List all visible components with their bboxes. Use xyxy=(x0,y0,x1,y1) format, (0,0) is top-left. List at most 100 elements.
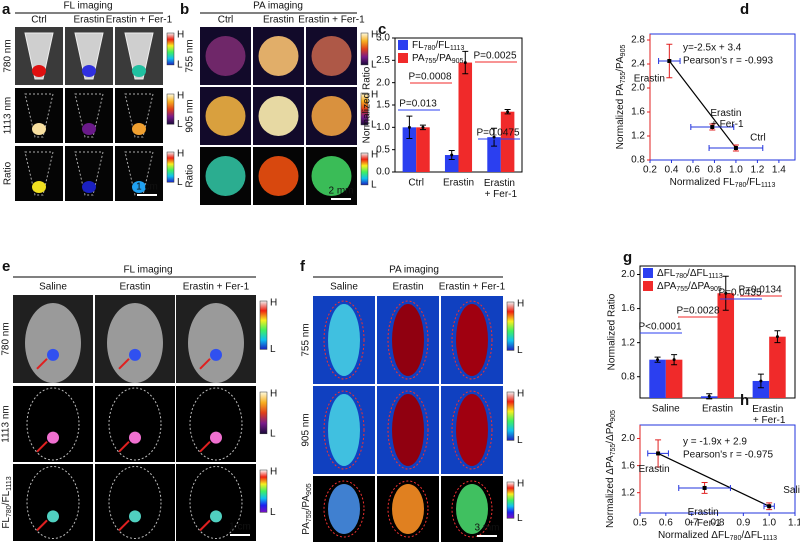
y-tick-label: 0.8 xyxy=(631,155,645,166)
point xyxy=(702,485,707,490)
row-label: 905 nm xyxy=(301,413,312,446)
colorbar xyxy=(259,300,268,350)
roi xyxy=(387,480,429,538)
colorbar xyxy=(166,32,175,66)
colorbar-low: L xyxy=(371,60,377,71)
p-value: P=0.0134 xyxy=(738,285,782,296)
arrow xyxy=(36,358,48,370)
signal xyxy=(392,394,424,466)
colorbar-low: L xyxy=(371,180,377,191)
signal xyxy=(456,394,488,466)
image-cell xyxy=(95,386,175,462)
signal xyxy=(210,348,222,361)
signal xyxy=(392,484,424,534)
colorbar-high: H xyxy=(517,389,524,400)
tube xyxy=(74,32,104,80)
point-label: Erastin xyxy=(639,464,670,475)
data-dot xyxy=(707,394,711,398)
x-tick-label: Ctrl xyxy=(408,178,424,189)
scale-label: 3 mm xyxy=(475,523,500,534)
arrow xyxy=(199,440,211,453)
roi xyxy=(451,390,493,470)
arrow xyxy=(199,519,211,532)
bar xyxy=(444,155,459,172)
x-axis-label: Normalized FL780/FL1113 xyxy=(670,177,776,190)
colorbar xyxy=(259,469,268,513)
x-tick-label: 0.9 xyxy=(736,518,750,529)
point-label: Erastin + Fer-1 xyxy=(710,108,744,130)
colorbar-low: L xyxy=(517,513,523,524)
fit-annotation: Pearson's r = -0.975 xyxy=(683,450,773,461)
panel-title: FL imaging xyxy=(123,265,172,276)
x-axis-label: Normalized ΔFL780/ΔFL1113 xyxy=(658,530,777,543)
row-label: 755 nm xyxy=(185,39,196,72)
row-label: 755 nm xyxy=(301,323,312,356)
colorbar-low: L xyxy=(270,344,276,355)
y-tick-label: 2.5 xyxy=(376,55,390,66)
signal xyxy=(258,96,299,136)
x-tick-label: Saline xyxy=(652,404,680,415)
signal xyxy=(328,304,360,376)
data-dot xyxy=(724,291,728,295)
data-dot xyxy=(656,358,660,362)
panel-title: PA imaging xyxy=(389,265,439,276)
image-cell xyxy=(176,386,256,462)
signal xyxy=(205,96,246,136)
colorbar-high: H xyxy=(517,479,524,490)
y-axis-label: Normalized Ratio xyxy=(362,66,373,143)
signal xyxy=(328,394,360,466)
colorbar-low: L xyxy=(517,435,523,446)
image-cell xyxy=(13,464,93,541)
panel-letter: g xyxy=(623,249,632,266)
y-tick-label: 1.6 xyxy=(631,107,645,118)
y-tick-label: 1.2 xyxy=(621,337,635,348)
column-label: Saline xyxy=(330,282,358,293)
image-cell xyxy=(176,464,256,541)
signal xyxy=(258,156,299,196)
tube xyxy=(124,93,154,138)
tube xyxy=(24,32,54,80)
signal xyxy=(129,348,141,361)
legend-swatch xyxy=(643,281,653,291)
signal xyxy=(82,65,96,77)
colorbar-low: L xyxy=(177,119,183,130)
scale-label: 1 cm xyxy=(229,522,251,533)
column-label: Erastin + Fer-1 xyxy=(106,15,173,26)
legend-label: FL780/FL1113 xyxy=(412,40,464,53)
colorbar-high: H xyxy=(371,30,378,41)
y-tick-label: 1.0 xyxy=(376,122,390,133)
mouse xyxy=(188,303,244,383)
column-label: Erastin + Fer-1 xyxy=(439,282,506,293)
signal xyxy=(205,156,246,196)
signal xyxy=(32,181,46,193)
colorbar-low: L xyxy=(270,507,276,518)
bar xyxy=(717,293,735,398)
signal xyxy=(47,510,59,523)
x-tick-label: 0.6 xyxy=(659,518,673,529)
row-label: 905 nm xyxy=(185,99,196,132)
mouse-outline xyxy=(189,387,243,461)
signal xyxy=(82,123,96,135)
panel-title: PA imaging xyxy=(253,1,303,12)
colorbar-high: H xyxy=(270,298,277,309)
y-tick-label: 2.0 xyxy=(631,83,645,94)
bar xyxy=(649,359,666,398)
signal xyxy=(32,123,46,135)
x-tick-label: 0.7 xyxy=(685,518,699,529)
mouse-outline xyxy=(26,466,80,539)
p-value: P=0.0008 xyxy=(408,72,452,83)
colorbar xyxy=(360,32,369,66)
panel-title: FL imaging xyxy=(63,1,112,12)
data-dot xyxy=(775,335,779,339)
y-tick-label: 1.2 xyxy=(621,487,635,498)
colorbar xyxy=(506,301,515,351)
data-dot xyxy=(463,61,467,65)
data-dot xyxy=(506,110,510,114)
arrow xyxy=(199,358,211,370)
mouse-outline xyxy=(189,466,243,539)
scale-label: 1 cm xyxy=(136,182,158,193)
p-value: P=0.0025 xyxy=(473,51,517,62)
panel-letter: b xyxy=(180,1,189,18)
p-value: P=0.0028 xyxy=(676,306,720,317)
